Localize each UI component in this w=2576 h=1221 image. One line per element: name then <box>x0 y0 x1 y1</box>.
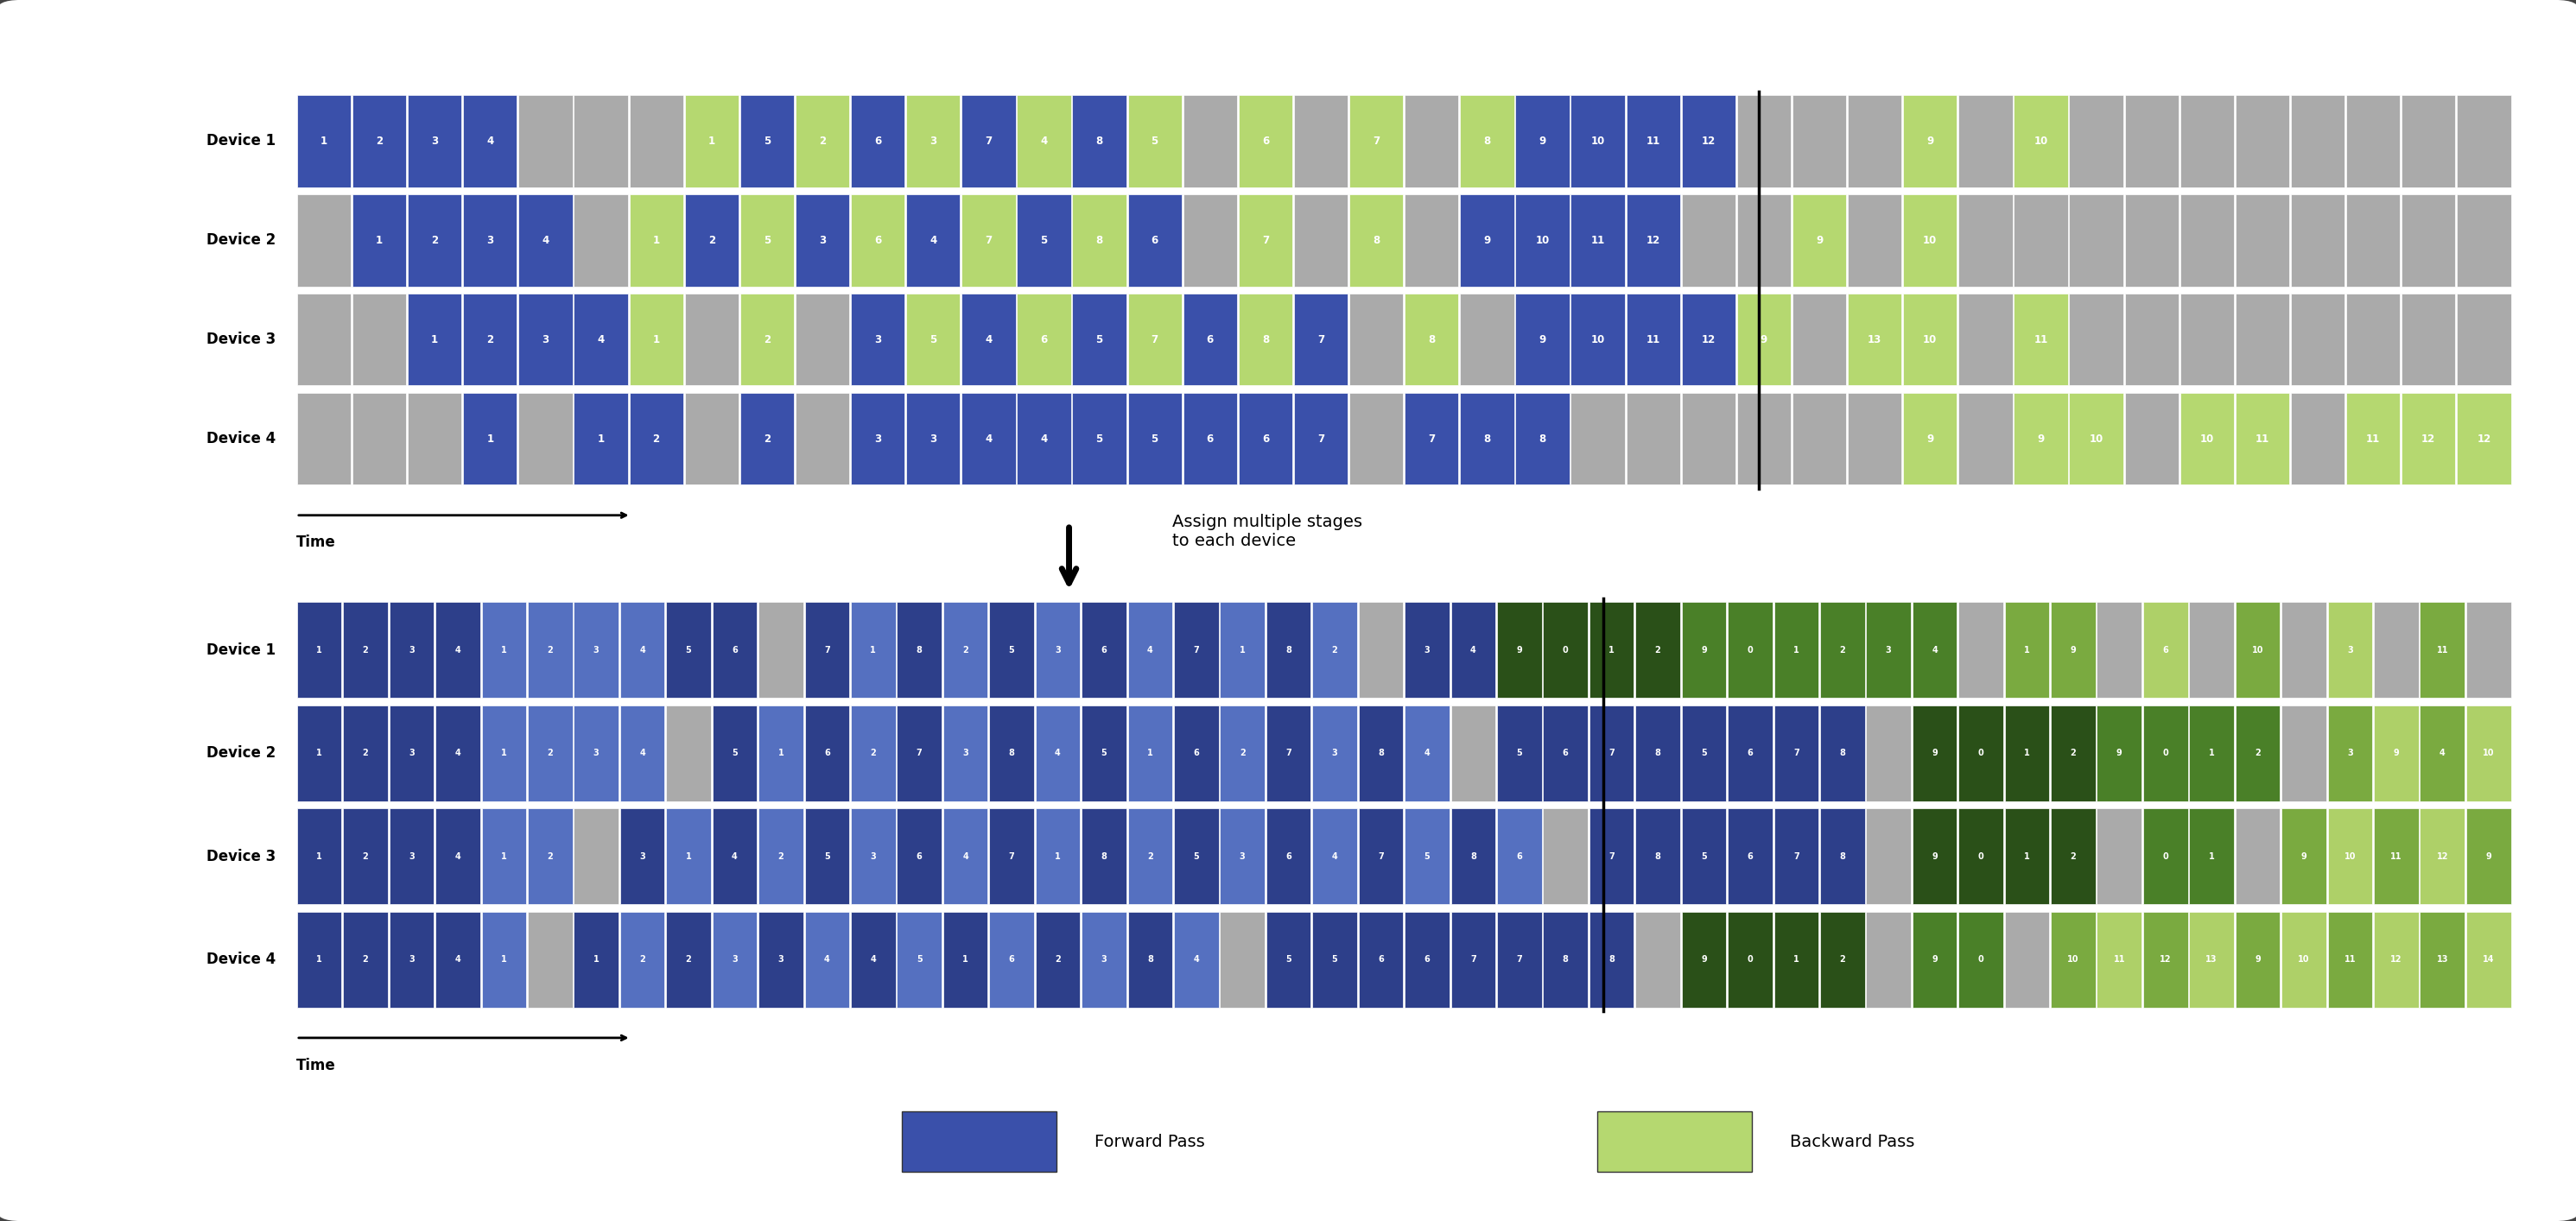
Bar <box>1311 706 1358 801</box>
Bar <box>1128 293 1182 386</box>
Text: 1: 1 <box>1146 748 1154 757</box>
Bar <box>1911 602 1958 698</box>
Text: 11: 11 <box>2437 646 2447 654</box>
Bar <box>1221 602 1265 698</box>
Bar <box>1775 602 1819 698</box>
Bar <box>1775 911 1819 1007</box>
Bar <box>1182 95 1236 187</box>
Bar <box>1497 706 1540 801</box>
Bar <box>907 393 961 485</box>
Bar <box>2014 393 2069 485</box>
Text: 9: 9 <box>1484 234 1492 245</box>
Text: Forward Pass: Forward Pass <box>1095 1133 1206 1150</box>
Text: 3: 3 <box>873 335 881 346</box>
Bar <box>896 808 943 904</box>
Bar <box>1497 911 1540 1007</box>
Text: 7: 7 <box>917 748 922 757</box>
Text: 9: 9 <box>2486 852 2491 861</box>
Text: 1: 1 <box>1239 646 1244 654</box>
Text: 0: 0 <box>2161 852 2169 861</box>
Text: 9: 9 <box>1932 955 1937 963</box>
Text: Device 2: Device 2 <box>206 745 276 761</box>
Bar <box>353 194 407 287</box>
Text: 12: 12 <box>2159 955 2172 963</box>
Text: 5: 5 <box>762 136 770 147</box>
Bar <box>2190 602 2233 698</box>
Text: 9: 9 <box>2038 433 2045 444</box>
Text: 8: 8 <box>1095 136 1103 147</box>
Text: 1: 1 <box>500 852 507 861</box>
Text: 3: 3 <box>1425 646 1430 654</box>
Bar <box>1404 293 1458 386</box>
Bar <box>1082 808 1126 904</box>
Bar <box>389 808 433 904</box>
Bar <box>1571 393 1625 485</box>
Bar <box>296 194 350 287</box>
Bar <box>2050 706 2094 801</box>
Bar <box>1958 706 2004 801</box>
Bar <box>343 911 389 1007</box>
Bar <box>2069 393 2123 485</box>
Text: 7: 7 <box>1793 852 1798 861</box>
Text: 10: 10 <box>2298 955 2311 963</box>
Text: 10: 10 <box>2069 955 2079 963</box>
Bar <box>1497 602 1540 698</box>
Text: 1: 1 <box>871 646 876 654</box>
Bar <box>2347 393 2401 485</box>
Text: 7: 7 <box>1373 136 1381 147</box>
Bar <box>1911 808 1958 904</box>
Bar <box>296 808 343 904</box>
Bar <box>629 95 683 187</box>
Bar <box>2290 393 2344 485</box>
Bar <box>943 706 987 801</box>
Text: 8: 8 <box>1262 335 1270 346</box>
Text: 3: 3 <box>592 646 600 654</box>
Bar <box>1865 808 1911 904</box>
Bar <box>1821 602 1865 698</box>
Text: 7: 7 <box>1316 433 1324 444</box>
Bar <box>739 293 793 386</box>
Bar <box>528 808 572 904</box>
Bar <box>2465 808 2512 904</box>
Text: 2: 2 <box>2254 748 2262 757</box>
Bar <box>2419 706 2465 801</box>
Text: 1: 1 <box>708 136 716 147</box>
Bar <box>1515 194 1569 287</box>
Bar <box>1036 911 1079 1007</box>
Bar <box>2190 911 2233 1007</box>
Text: 11: 11 <box>2367 433 2380 444</box>
Text: 2: 2 <box>363 955 368 963</box>
Text: 3: 3 <box>963 748 969 757</box>
Text: 8: 8 <box>1095 234 1103 245</box>
Bar <box>1461 293 1515 386</box>
Text: 5: 5 <box>1700 748 1708 757</box>
Bar <box>943 808 987 904</box>
Bar <box>667 602 711 698</box>
Text: 6: 6 <box>1206 335 1213 346</box>
Bar <box>757 706 804 801</box>
Bar <box>896 911 943 1007</box>
Bar <box>1904 95 1958 187</box>
Bar <box>1175 808 1218 904</box>
Bar <box>464 95 518 187</box>
Bar <box>2097 706 2141 801</box>
Text: 5: 5 <box>1151 433 1159 444</box>
Text: 6: 6 <box>732 646 737 654</box>
Bar <box>989 911 1033 1007</box>
Bar <box>1267 602 1311 698</box>
Text: 9: 9 <box>1700 646 1708 654</box>
Text: 1: 1 <box>319 136 327 147</box>
Text: 3: 3 <box>732 955 737 963</box>
Text: 7: 7 <box>1193 646 1200 654</box>
Bar <box>1911 706 1958 801</box>
Text: 2: 2 <box>363 852 368 861</box>
Text: 13: 13 <box>2205 955 2218 963</box>
Bar <box>1736 194 1790 287</box>
Bar <box>2375 808 2419 904</box>
Bar <box>574 393 629 485</box>
Text: 10: 10 <box>1924 234 1937 245</box>
Bar <box>1358 706 1404 801</box>
Bar <box>1682 194 1736 287</box>
Bar <box>850 293 904 386</box>
